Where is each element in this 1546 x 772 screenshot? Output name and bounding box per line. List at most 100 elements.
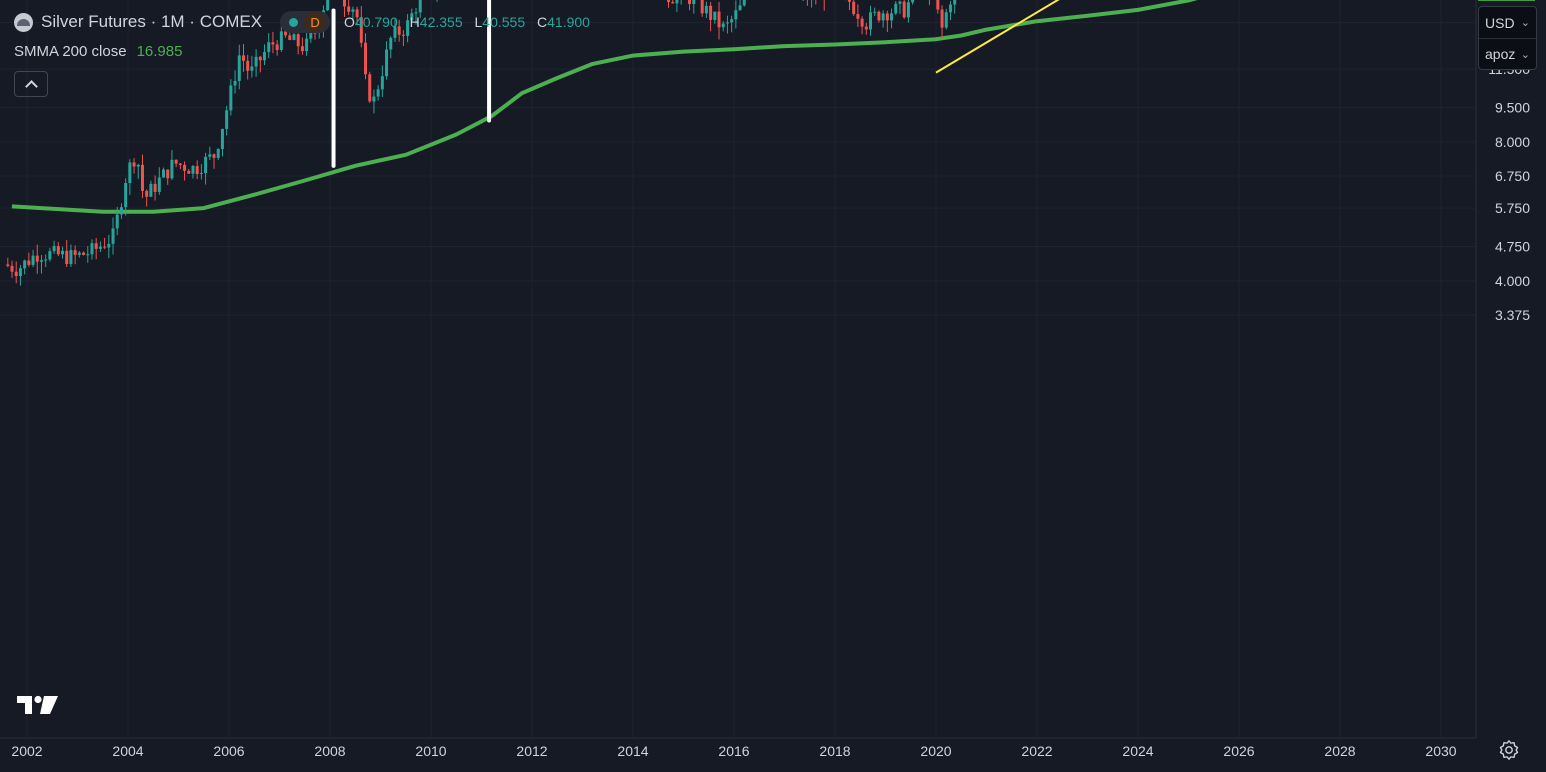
smma-200-line[interactable] — [11, 0, 1224, 214]
candle-body — [906, 2, 910, 18]
candle-body — [140, 164, 144, 191]
candle-body — [725, 22, 729, 24]
candle-body — [730, 19, 734, 23]
candle-body — [174, 159, 178, 164]
candle-body — [178, 163, 182, 165]
candle-body — [667, 0, 671, 2]
candle-body — [10, 265, 14, 272]
candle-body — [241, 55, 245, 61]
candle-body — [254, 56, 258, 67]
candle-body — [389, 37, 393, 50]
candle-body — [734, 10, 738, 20]
gear-icon[interactable] — [1498, 739, 1520, 761]
candle-body — [128, 162, 132, 183]
candle-body — [48, 251, 52, 260]
price-tick-label: 4.750 — [1495, 238, 1530, 254]
candle-body — [90, 243, 94, 255]
candle-body — [351, 9, 355, 12]
candle-body — [73, 250, 77, 255]
high-label: H — [409, 14, 420, 30]
trendlines[interactable] — [613, 0, 1451, 74]
candle-body — [208, 154, 212, 157]
time-tick-label: 2002 — [11, 743, 42, 759]
time-tick-label: 2030 — [1425, 743, 1456, 759]
exchange-logo-icon[interactable] — [14, 12, 33, 32]
candle-body — [393, 26, 397, 38]
candle-body — [894, 3, 898, 14]
price-axis[interactable]: 44.00030.50024.50020.50017.50014.50011.5… — [1475, 0, 1546, 772]
time-tick-label: 2010 — [415, 743, 446, 759]
candle-body — [940, 9, 944, 28]
candle-body — [39, 260, 43, 262]
symbol-title[interactable]: Silver Futures · 1M · COMEX — [41, 12, 263, 31]
open-label: O — [344, 14, 355, 30]
time-tick-label: 2014 — [617, 743, 648, 759]
candle-body — [65, 250, 69, 265]
trendline[interactable] — [935, 0, 1451, 74]
time-tick-label: 2022 — [1021, 743, 1052, 759]
candle-body — [86, 254, 90, 256]
candle-body — [233, 80, 237, 86]
candle-body — [671, 1, 675, 4]
time-tick-label: 2012 — [516, 743, 547, 759]
chart-grid — [0, 0, 1476, 738]
smma-line — [11, 0, 1224, 214]
indicator-label[interactable]: SMMA 200 close — [14, 43, 127, 60]
candle-body — [199, 173, 203, 175]
low-value: 40.555 — [482, 14, 526, 30]
time-tick-label: 2024 — [1122, 743, 1153, 759]
candle-body — [692, 0, 696, 5]
candle-body — [187, 170, 191, 174]
candle-body — [856, 14, 860, 19]
candle-body — [902, 1, 906, 18]
candle-body — [132, 162, 136, 167]
chevron-down-icon: ⌄ — [1520, 48, 1530, 61]
candle-body — [873, 11, 877, 13]
candle-body — [704, 5, 708, 14]
candle-body — [27, 260, 31, 265]
indicator-value: 16.985 — [136, 43, 183, 60]
price-tick-label: 5.750 — [1495, 200, 1530, 216]
candle-body — [170, 159, 174, 179]
candle-body — [271, 42, 275, 45]
time-axis-bg — [0, 738, 1546, 772]
candle-body — [414, 12, 418, 14]
vertical-markers[interactable] — [331, 0, 1225, 168]
candle-body — [376, 89, 380, 97]
candle-body — [31, 255, 35, 265]
candle-body — [56, 246, 60, 255]
candle-body — [82, 252, 86, 255]
interval-badge: D — [304, 12, 327, 32]
time-axis[interactable]: 2002 2004 2006 2008 2010 2012 2014 2016 2018 2020… — [0, 737, 1546, 772]
candle-body — [347, 6, 351, 12]
currency-value: USD — [1485, 14, 1515, 31]
candle-body — [368, 74, 372, 102]
time-tick-label: 2020 — [920, 743, 951, 759]
candle-body — [847, 0, 851, 2]
currency-select[interactable]: USD ⌄ — [1479, 7, 1536, 38]
candle-body — [162, 169, 166, 178]
collapse-legend-button[interactable] — [14, 71, 48, 97]
unit-select[interactable]: apoz ⌄ — [1479, 38, 1536, 69]
candle-body — [342, 0, 346, 7]
price-axis-bg — [1476, 0, 1546, 772]
candle-body — [953, 0, 957, 5]
candle-body — [6, 264, 10, 266]
smma-label-bg — [1478, 0, 1535, 1]
candle-body — [77, 252, 81, 255]
candle-body — [94, 243, 98, 249]
candle-body — [267, 42, 271, 52]
status-pill[interactable]: D — [280, 11, 331, 33]
candle-body — [149, 183, 153, 197]
candle-body — [292, 34, 296, 40]
indicator-legend[interactable]: SMMA 200 close 16.985 — [14, 43, 182, 60]
candle-body — [372, 96, 376, 102]
candle-body — [250, 66, 254, 71]
candle-body — [275, 44, 279, 50]
candle-body — [69, 250, 73, 265]
price-tick-label: 4.000 — [1495, 273, 1530, 289]
candle-body — [721, 23, 725, 28]
tradingview-logo-icon[interactable] — [16, 694, 60, 716]
candle-body — [410, 13, 414, 21]
